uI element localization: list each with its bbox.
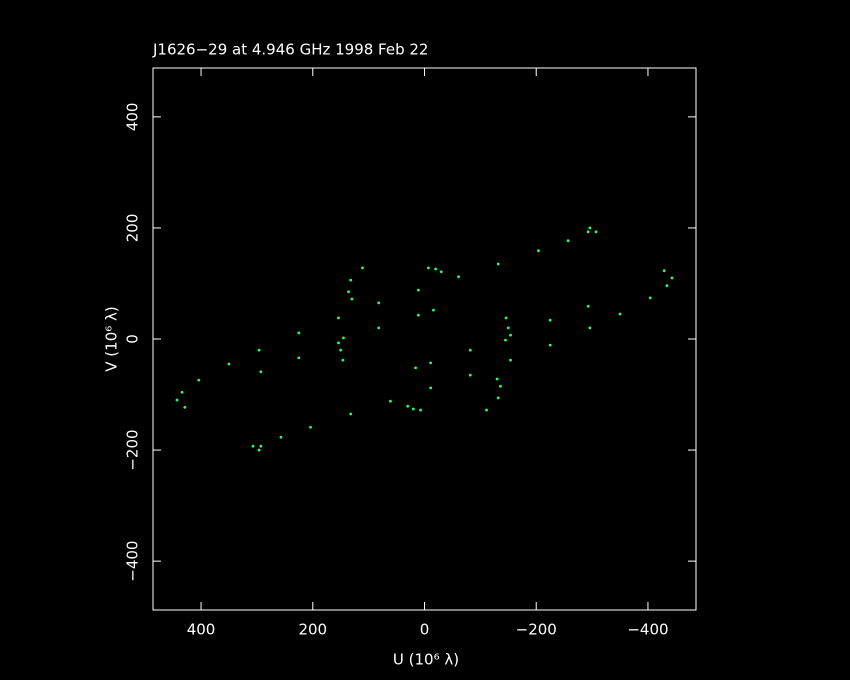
uv-point [297, 356, 301, 360]
uv-point [257, 448, 261, 452]
y-axis-label: V (10⁶ λ) [103, 306, 121, 371]
y-tick-label: 400 [124, 103, 142, 132]
uv-point [389, 399, 392, 403]
uv-point [586, 230, 590, 234]
uv-point [406, 404, 410, 408]
uv-point [495, 377, 499, 381]
uv-point [342, 336, 345, 340]
uv-point [504, 316, 508, 320]
uv-point [496, 262, 500, 266]
uv-point [427, 266, 430, 270]
uv-point [468, 348, 472, 352]
chart-title: J1626−29 at 4.946 GHz 1998 Feb 22 [152, 41, 428, 59]
uv-point [419, 408, 422, 412]
uv-point [648, 296, 652, 300]
uv-point [341, 358, 345, 362]
uv-point [377, 326, 381, 330]
uv-point [251, 444, 255, 448]
uv-point [457, 275, 460, 279]
y-tick-label: −200 [124, 429, 142, 470]
uv-point [350, 297, 354, 301]
uv-point [337, 341, 340, 345]
uv-point [197, 378, 201, 382]
uv-point [586, 304, 590, 308]
x-tick-label: −400 [627, 621, 668, 639]
uv-point [259, 444, 263, 448]
uv-point [506, 326, 510, 330]
uv-point [349, 412, 353, 416]
uv-point [377, 301, 381, 305]
uv-point [416, 288, 420, 292]
uv-point [339, 348, 343, 352]
uv-point [509, 358, 512, 362]
uv-point [485, 408, 488, 412]
uv-point [548, 343, 552, 347]
uv-point [175, 398, 179, 402]
uv-point [509, 333, 512, 337]
uv-point [416, 313, 420, 317]
uv-point [432, 308, 435, 312]
uv-point [411, 407, 415, 411]
uv-point [337, 316, 340, 320]
x-tick-label: −200 [516, 621, 557, 639]
y-tick-label: −400 [124, 541, 142, 582]
x-tick-label: 400 [187, 621, 216, 639]
uv-point [361, 266, 364, 270]
uv-point [227, 362, 231, 366]
uv-point [297, 331, 301, 335]
uv-point [665, 284, 669, 288]
uv-point [662, 269, 666, 273]
uv-point [496, 396, 500, 400]
x-tick-label: 200 [298, 621, 327, 639]
uv-point [183, 405, 187, 409]
uv-point [347, 290, 350, 294]
uv-point [548, 318, 552, 322]
uv-point [180, 390, 184, 394]
uv-point [279, 435, 283, 439]
uv-point [259, 370, 263, 374]
uv-point [468, 373, 472, 377]
uv-point [414, 366, 417, 370]
uv-point [537, 249, 540, 253]
uv-point [588, 326, 592, 330]
uv-point [588, 226, 592, 230]
uv-point [434, 267, 438, 271]
uv-point [499, 384, 502, 388]
uv-point [257, 348, 261, 352]
uv-point [429, 386, 433, 390]
uv-point [439, 270, 443, 274]
uv-point [349, 278, 353, 282]
x-axis-label: U (10⁶ λ) [393, 651, 459, 669]
uv-point [429, 361, 433, 365]
y-tick-label: 0 [124, 334, 142, 344]
uv-point [504, 338, 507, 342]
uv-point [594, 230, 598, 234]
uv-point [618, 312, 622, 316]
x-tick-label: 0 [420, 621, 430, 639]
uv-point [309, 425, 312, 429]
y-tick-label: 200 [124, 214, 142, 243]
uv-point [566, 239, 570, 243]
uv-point [670, 276, 674, 280]
